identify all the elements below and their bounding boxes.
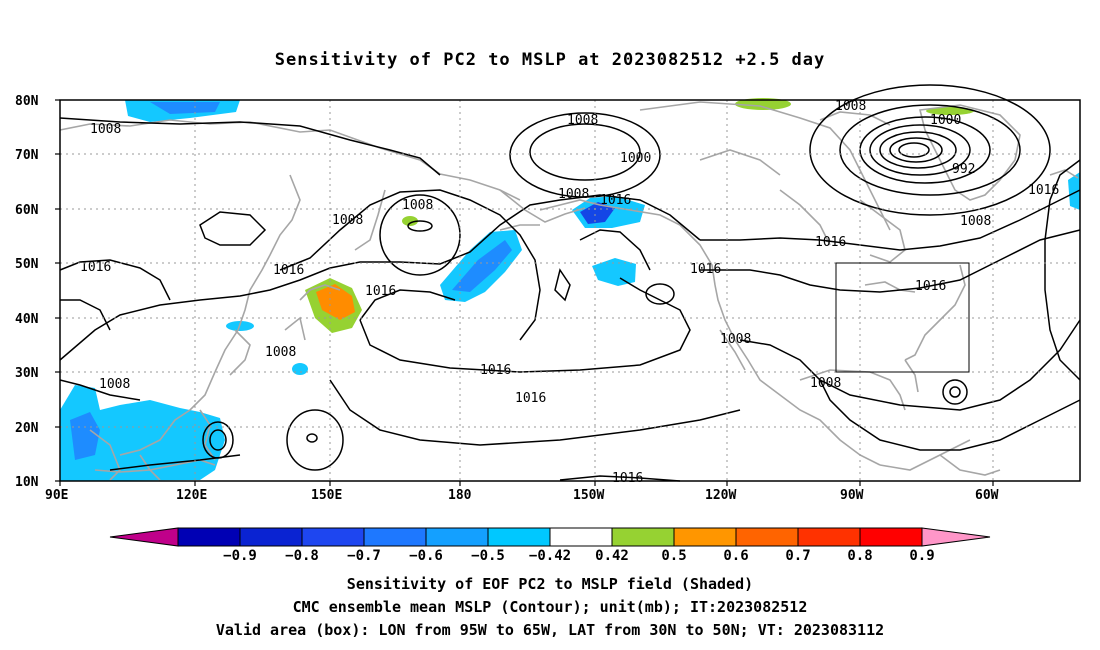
shading-positive-japan-core	[316, 284, 355, 320]
lon-label: 180	[448, 488, 472, 503]
contour-label: 1008	[332, 213, 363, 228]
contour-label: 1008	[835, 99, 866, 114]
map-frame	[59, 99, 1081, 482]
contour-label: 1000	[620, 151, 651, 166]
colorbar-swatch	[797, 527, 861, 547]
caption-line-1: Sensitivity of EOF PC2 to MSLP field (Sh…	[346, 575, 754, 593]
lon-label: 150E	[311, 488, 342, 503]
contour-label: 1016	[915, 279, 946, 294]
lat-label: 80N	[15, 94, 39, 109]
lat-label: 70N	[15, 148, 39, 163]
shading-negative-top-left-mid	[150, 102, 220, 114]
colorbar-swatch	[487, 527, 551, 547]
colorbar-arrow-right	[921, 527, 991, 547]
shading-negative-goa-strong	[580, 202, 615, 224]
colorbar-swatch	[363, 527, 427, 547]
lat-label: 40N	[15, 312, 39, 327]
contour-label: 1016	[1028, 183, 1059, 198]
contour-label: 1016	[690, 262, 721, 277]
colorbar-tick-label: 0.5	[661, 548, 686, 564]
shading-negative-small-1	[292, 363, 308, 375]
shading-negative-east-edge	[1068, 172, 1080, 210]
colorbar-tick-label: 0.8	[847, 548, 872, 564]
lat-label: 60N	[15, 203, 39, 218]
colorbar-tick-label: 0.6	[723, 548, 748, 564]
map-title: Sensitivity of PC2 to MSLP at 2023082512…	[274, 50, 826, 70]
colorbar-swatch	[859, 527, 923, 547]
axis-ticks	[55, 99, 994, 486]
colorbar-swatch	[549, 527, 613, 547]
contour-label: 1016	[815, 235, 846, 250]
contour-label: 1008	[558, 187, 589, 202]
shading-positive-arctic-1	[735, 98, 791, 110]
lon-label: 90E	[45, 488, 68, 503]
lon-label: 60W	[975, 488, 999, 503]
colorbar-swatch	[239, 527, 303, 547]
colorbar-swatch	[425, 527, 489, 547]
coastline-layer	[59, 101, 1079, 481]
contour-labels: 1008 1008 1000 1008 1000 992 1008 1016 1…	[80, 99, 1059, 486]
lat-label: 30N	[15, 366, 39, 381]
contour-label: 1008	[99, 377, 130, 392]
lon-label: 150W	[573, 488, 604, 503]
colorbar-tick-label: −0.6	[409, 548, 443, 564]
colorbar-tick-label: −0.8	[285, 548, 319, 564]
colorbar-swatch	[301, 527, 365, 547]
contour-label: 1016	[480, 363, 511, 378]
latitude-labels: 80N 70N 60N 50N 40N 30N 20N 10N	[15, 94, 39, 490]
contour-label: 1000	[930, 113, 961, 128]
contour-label: 1008	[567, 113, 598, 128]
contour-label: 1008	[720, 332, 751, 347]
contour-label: 1016	[365, 284, 396, 299]
lat-label: 50N	[15, 257, 39, 272]
contour-label: 1008	[960, 214, 991, 229]
contour-label: 1016	[515, 391, 546, 406]
contour-label: 1016	[600, 193, 631, 208]
colorbar-swatch	[673, 527, 737, 547]
colorbar-tick-label: −0.9	[223, 548, 257, 564]
shading-negative-sw-mid	[70, 412, 100, 460]
colorbar-swatch	[611, 527, 675, 547]
contour-layer	[59, 84, 1081, 482]
lat-label: 10N	[15, 475, 39, 490]
shading-negative-sw	[60, 385, 225, 481]
colorbar-tick-label: −0.7	[347, 548, 381, 564]
caption-line-2: CMC ensemble mean MSLP (Contour); unit(m…	[292, 598, 808, 616]
gridlines	[60, 100, 1080, 481]
shading-layer	[60, 98, 1080, 481]
colorbar-swatch	[735, 527, 799, 547]
colorbar-tick-label: −0.42	[529, 548, 571, 564]
shading-positive-arctic-2	[926, 107, 974, 115]
valid-area-box	[835, 262, 970, 373]
contour-label: 1008	[90, 122, 121, 137]
colorbar-tick-label: 0.7	[785, 548, 810, 564]
lat-label: 20N	[15, 421, 39, 436]
colorbar-tick-label: 0.9	[909, 548, 934, 564]
lon-label: 120E	[176, 488, 207, 503]
colorbar-tick-label: −0.5	[471, 548, 505, 564]
shading-positive-small-1	[402, 216, 418, 226]
contour-label: 992	[952, 162, 975, 177]
contour-label: 1008	[402, 198, 433, 213]
lon-label: 90W	[840, 488, 864, 503]
contour-label: 1008	[265, 345, 296, 360]
contour-label: 1016	[80, 260, 111, 275]
colorbar-swatch	[177, 527, 241, 547]
shading-negative-ne-pacific	[592, 258, 636, 286]
longitude-labels: 90E 120E 150E 180 150W 120W 90W 60W	[45, 488, 999, 503]
shading-negative-pacific-mid	[452, 240, 512, 292]
contour-label: 1016	[273, 263, 304, 278]
contour-label: 1016	[612, 471, 643, 486]
colorbar-tick-label: 0.42	[595, 548, 629, 564]
caption-line-3: Valid area (box): LON from 95W to 65W, L…	[215, 621, 885, 639]
lon-label: 120W	[705, 488, 736, 503]
colorbar: −0.9 −0.8 −0.7 −0.6 −0.5 −0.42 0.42 0.5 0.6 0.7 0.…	[109, 527, 991, 564]
contour-label: 1008	[810, 376, 841, 391]
colorbar-arrow-left	[109, 527, 179, 547]
